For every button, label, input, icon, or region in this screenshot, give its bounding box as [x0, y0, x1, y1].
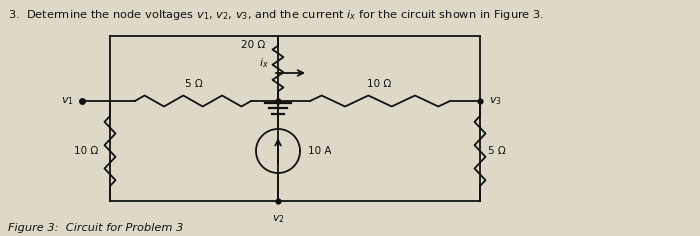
Text: $i_x$: $i_x$ [259, 56, 269, 70]
Text: $v_1$: $v_1$ [61, 95, 74, 107]
Text: Figure 3:  Circuit for Problem 3: Figure 3: Circuit for Problem 3 [8, 223, 183, 233]
Text: 3.  Determine the node voltages $v_1$, $v_2$, $v_3$, and the current $i_x$ for t: 3. Determine the node voltages $v_1$, $v… [8, 8, 544, 22]
Text: $v_2$: $v_2$ [272, 213, 284, 225]
Text: 10 Ω: 10 Ω [74, 146, 98, 156]
Text: 5 Ω: 5 Ω [185, 79, 203, 89]
Text: $v_3$: $v_3$ [489, 95, 502, 107]
Text: 20 Ω: 20 Ω [241, 41, 265, 51]
Text: 5 Ω: 5 Ω [488, 146, 505, 156]
Text: 10 A: 10 A [308, 146, 332, 156]
Text: 10 Ω: 10 Ω [367, 79, 391, 89]
